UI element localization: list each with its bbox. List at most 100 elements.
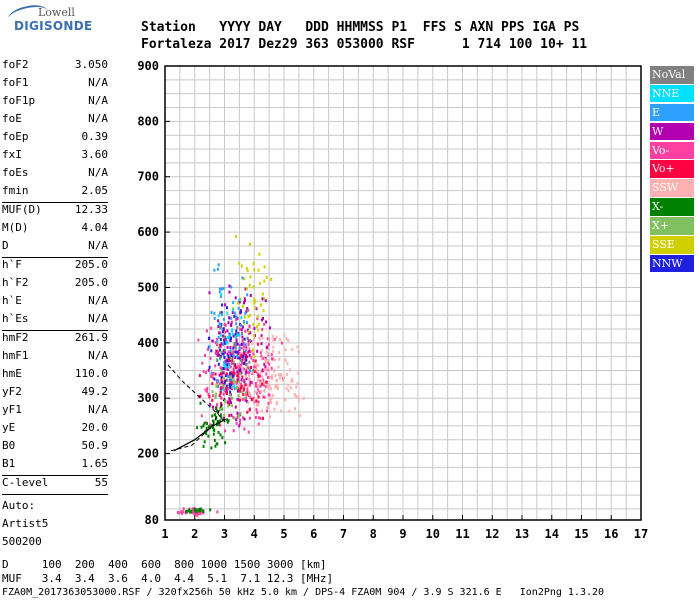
param-row: foE N/A bbox=[2, 112, 108, 130]
echo-point bbox=[224, 350, 227, 354]
echo-point bbox=[248, 324, 251, 328]
echo-point bbox=[255, 392, 258, 396]
echo-point bbox=[219, 295, 222, 299]
echo-point bbox=[219, 348, 221, 352]
echo-point bbox=[269, 398, 272, 402]
echo-point bbox=[220, 405, 223, 409]
echo-point bbox=[210, 373, 213, 377]
echo-point bbox=[230, 320, 233, 324]
echo-point bbox=[257, 377, 260, 381]
echo-point bbox=[279, 338, 282, 342]
param-row: D N/A bbox=[2, 239, 108, 257]
echo-point bbox=[241, 276, 244, 280]
echo-point bbox=[240, 378, 243, 382]
echo-point bbox=[209, 356, 212, 360]
footer-muf-row: MUF 3.4 3.4 3.6 4.0 4.4 5.1 7.1 12.3 [MH… bbox=[2, 572, 334, 585]
echo-point bbox=[246, 337, 249, 340]
echo-point bbox=[243, 359, 246, 363]
x-tick-label: 15 bbox=[574, 527, 588, 541]
echo-point bbox=[263, 322, 266, 326]
echo-point bbox=[248, 360, 251, 364]
echo-point bbox=[219, 337, 222, 341]
echo-point bbox=[222, 367, 225, 370]
echo-point bbox=[246, 355, 249, 359]
y-tick-label: 600 bbox=[137, 225, 159, 239]
echo-point bbox=[264, 358, 267, 362]
echo-point bbox=[220, 402, 223, 405]
echo-point bbox=[219, 331, 222, 335]
echo-point bbox=[291, 377, 294, 381]
param-row: hmF1 N/A bbox=[2, 349, 108, 367]
echo-point bbox=[220, 345, 223, 349]
x-tick-label: 13 bbox=[515, 527, 529, 541]
echo-point bbox=[239, 389, 242, 393]
echo-point bbox=[227, 357, 230, 361]
echo-point bbox=[249, 383, 251, 387]
echo-point bbox=[233, 364, 236, 368]
echo-point bbox=[223, 416, 226, 420]
param-name: foEs bbox=[2, 166, 29, 179]
echo-point bbox=[236, 415, 239, 419]
legend-item-vo-plus: Vo+ bbox=[650, 160, 694, 178]
echo-point bbox=[230, 316, 233, 320]
echo-point bbox=[274, 374, 277, 378]
param-name: hmF2 bbox=[2, 331, 29, 344]
echo-point bbox=[253, 268, 256, 272]
echo-point bbox=[244, 383, 247, 387]
echo-point bbox=[200, 414, 203, 418]
echo-point bbox=[229, 378, 232, 382]
param-row: M(D) 4.04 bbox=[2, 221, 108, 239]
param-name: foF2 bbox=[2, 58, 29, 71]
echo-point bbox=[294, 407, 296, 411]
echo-point bbox=[228, 284, 231, 288]
echo-point bbox=[212, 371, 215, 375]
param-name: MUF(D) bbox=[2, 203, 42, 216]
echo-point bbox=[296, 345, 299, 349]
echo-point bbox=[224, 365, 227, 368]
echo-point bbox=[243, 344, 246, 348]
echo-point bbox=[259, 417, 262, 420]
echo-point bbox=[254, 306, 257, 310]
echo-point bbox=[219, 391, 222, 395]
echo-point bbox=[241, 339, 244, 343]
echo-point bbox=[227, 335, 230, 339]
echo-point bbox=[297, 350, 300, 354]
echo-point bbox=[247, 378, 250, 382]
echo-point bbox=[250, 366, 253, 369]
echo-point bbox=[228, 333, 231, 337]
echo-point bbox=[232, 360, 235, 364]
echo-point bbox=[291, 348, 294, 351]
param-value: N/A bbox=[88, 239, 108, 252]
echo-point bbox=[195, 510, 198, 513]
echo-point bbox=[236, 378, 239, 382]
param-row: MUF(D) 12.33 bbox=[2, 203, 108, 221]
echo-point bbox=[240, 264, 243, 268]
echo-point bbox=[257, 364, 260, 368]
echo-point bbox=[230, 381, 233, 385]
echo-point bbox=[210, 446, 213, 450]
echo-point bbox=[249, 275, 252, 279]
echo-point bbox=[255, 399, 258, 403]
echo-point bbox=[245, 399, 248, 403]
echo-point bbox=[243, 367, 246, 371]
echo-point bbox=[228, 290, 231, 294]
separator bbox=[2, 330, 108, 331]
echo-point bbox=[222, 317, 225, 321]
echo-point bbox=[180, 510, 183, 514]
echo-point bbox=[252, 359, 255, 362]
param-value: 3.050 bbox=[74, 58, 108, 71]
echo-point bbox=[247, 343, 250, 347]
echo-point bbox=[233, 371, 236, 375]
param-name: D bbox=[2, 239, 9, 252]
echo-point bbox=[239, 398, 241, 402]
echo-point bbox=[260, 342, 263, 346]
echo-point bbox=[243, 362, 245, 365]
legend-item-nne: NNE bbox=[650, 84, 694, 103]
echo-point bbox=[242, 393, 245, 396]
param-value: 2.05 bbox=[81, 184, 109, 197]
echo-point bbox=[222, 287, 225, 290]
legend-item-noval: NoVal bbox=[650, 66, 694, 84]
param-value: 205.0 bbox=[74, 276, 108, 289]
echo-point bbox=[245, 377, 248, 381]
echo-point bbox=[236, 342, 239, 346]
